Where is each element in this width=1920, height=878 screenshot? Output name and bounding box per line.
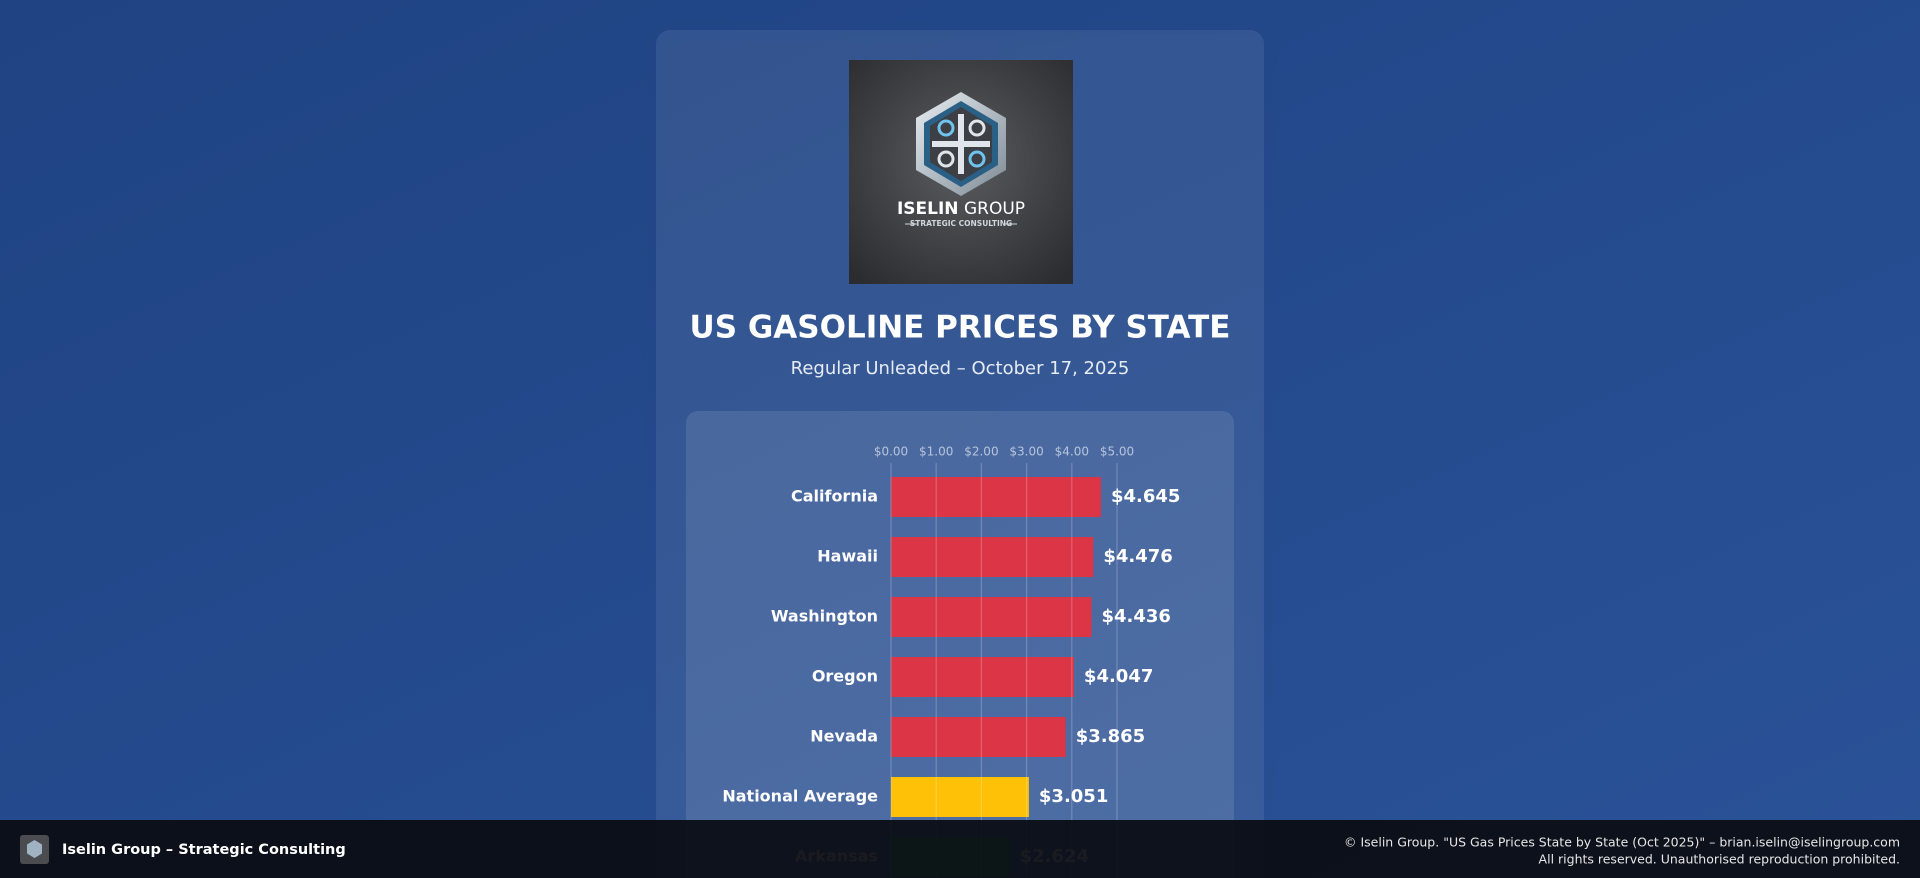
logo-name-light: GROUP bbox=[964, 199, 1025, 219]
category-label: Nevada bbox=[810, 727, 878, 746]
value-label: $4.645 bbox=[1111, 486, 1180, 507]
value-label: $4.047 bbox=[1084, 666, 1153, 687]
bar bbox=[891, 777, 1029, 817]
value-label: $3.051 bbox=[1039, 786, 1108, 807]
value-label: $4.436 bbox=[1102, 606, 1171, 627]
bar bbox=[891, 537, 1094, 577]
bar bbox=[891, 477, 1101, 517]
category-label: Hawaii bbox=[817, 547, 878, 566]
logo-dot bbox=[968, 150, 986, 168]
value-label: $4.476 bbox=[1103, 546, 1172, 567]
logo-dot bbox=[968, 119, 986, 137]
logo: ISELIN GROUP STRATEGIC CONSULTING bbox=[849, 60, 1073, 284]
bar bbox=[891, 597, 1092, 637]
x-tick-label: $2.00 bbox=[964, 445, 998, 459]
logo-name: ISELIN GROUP bbox=[897, 199, 1025, 219]
card bbox=[656, 30, 1264, 878]
value-label: $3.865 bbox=[1076, 726, 1145, 747]
footer-bar bbox=[0, 820, 1920, 878]
logo-bar bbox=[932, 141, 990, 147]
category-label: Oregon bbox=[812, 667, 878, 686]
logo-dot bbox=[937, 150, 955, 168]
x-tick-label: $0.00 bbox=[874, 445, 908, 459]
chart-title: US GASOLINE PRICES BY STATE bbox=[690, 310, 1231, 346]
footer-copyright: © Iselin Group. "US Gas Prices State by … bbox=[1344, 835, 1900, 850]
category-label: National Average bbox=[722, 787, 878, 806]
category-label: Washington bbox=[771, 607, 878, 626]
category-label: California bbox=[791, 487, 878, 506]
footer-icon-hex bbox=[27, 840, 42, 858]
chart-panel bbox=[686, 411, 1234, 878]
x-tick-label: $1.00 bbox=[919, 445, 953, 459]
bar bbox=[891, 717, 1066, 757]
footer-rights: All rights reserved. Unauthorised reprod… bbox=[1539, 852, 1900, 867]
x-tick-label: $3.00 bbox=[1009, 445, 1043, 459]
x-tick-label: $5.00 bbox=[1100, 445, 1134, 459]
logo-tagline: STRATEGIC CONSULTING bbox=[910, 219, 1012, 228]
logo-dot bbox=[937, 119, 955, 137]
footer-brand: Iselin Group – Strategic Consulting bbox=[62, 842, 346, 858]
chart-subtitle: Regular Unleaded – October 17, 2025 bbox=[791, 358, 1130, 379]
grid bbox=[890, 463, 1118, 878]
x-tick-label: $4.00 bbox=[1055, 445, 1089, 459]
bar bbox=[891, 657, 1074, 697]
footer: Iselin Group – Strategic Consulting © Is… bbox=[0, 820, 1920, 878]
logo-name-bold: ISELIN bbox=[897, 199, 959, 219]
